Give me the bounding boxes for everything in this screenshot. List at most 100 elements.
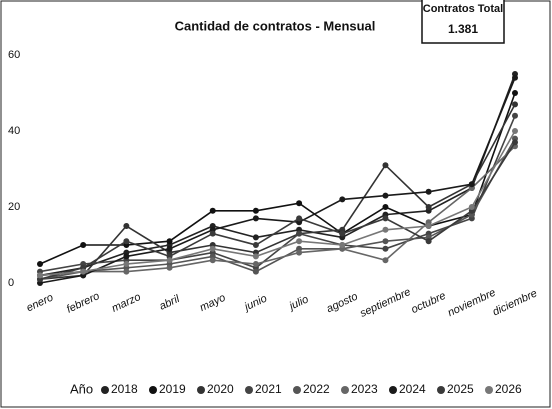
legend-marker (485, 386, 493, 394)
legend-label: 2026 (495, 382, 522, 396)
x-tick-label: septiembre (358, 286, 412, 320)
series-line (39, 92, 516, 265)
y-tick-label: 60 (8, 49, 20, 61)
x-tick-label: agosto (325, 290, 360, 315)
x-tick-label: febrero (65, 290, 102, 316)
legend-marker (389, 386, 397, 394)
y-tick-label: 40 (8, 125, 20, 137)
point (252, 268, 259, 275)
series-line (39, 145, 516, 277)
point (382, 192, 389, 199)
legend-label: 2025 (447, 382, 474, 396)
series-line (39, 130, 516, 277)
point (382, 245, 389, 252)
point (296, 249, 303, 256)
x-tick-label: julio (286, 293, 311, 313)
point (123, 253, 130, 260)
x-tick-label: abril (158, 293, 182, 313)
point (382, 215, 389, 222)
point (166, 264, 173, 271)
x-tick-label: junio (241, 293, 269, 315)
point (80, 268, 87, 275)
point (209, 207, 216, 214)
series-line (39, 138, 516, 280)
legend-marker (101, 386, 109, 394)
point (382, 162, 389, 169)
point (512, 139, 518, 146)
point (296, 230, 303, 237)
legend-marker (341, 386, 349, 394)
point (425, 223, 432, 229)
point (37, 272, 43, 279)
point (252, 261, 259, 267)
point (37, 261, 43, 267)
point (512, 112, 518, 119)
point (512, 128, 518, 134)
point (123, 223, 130, 229)
legend-marker (197, 386, 205, 394)
legend-label: 2021 (255, 382, 282, 396)
x-tick-label: mayo (198, 292, 227, 314)
x-tick-label: diciembre (491, 287, 539, 318)
point (166, 245, 173, 252)
point (512, 101, 518, 108)
total-box (421, 0, 505, 44)
point (512, 74, 518, 81)
point (425, 204, 432, 210)
legend-marker (293, 386, 301, 394)
legend-label: 2024 (399, 382, 426, 396)
point (468, 181, 475, 188)
point (382, 204, 389, 210)
legend-label: 2022 (303, 382, 330, 396)
point (252, 207, 259, 214)
point (123, 261, 130, 267)
legend-label: 2018 (111, 382, 138, 396)
legend-marker (245, 386, 253, 394)
point (296, 238, 303, 245)
point (382, 257, 389, 264)
point (339, 196, 346, 203)
point (209, 230, 216, 237)
point (166, 257, 173, 264)
point (512, 90, 518, 96)
legend-label: 2020 (207, 382, 234, 396)
series-line (39, 77, 516, 284)
point (123, 268, 130, 275)
series-line (39, 115, 516, 273)
point (296, 215, 303, 222)
series-line (39, 141, 516, 280)
x-tick-label: octubre (409, 290, 447, 316)
legend-label: 2019 (159, 382, 186, 396)
point (166, 238, 173, 245)
legend-label: 2023 (351, 382, 378, 396)
point (468, 204, 475, 210)
point (80, 242, 87, 248)
series-line (39, 104, 516, 280)
series-line (39, 73, 516, 277)
legend-marker (149, 386, 157, 394)
y-tick-label: 0 (8, 277, 14, 289)
point (252, 242, 259, 248)
total-value: 1.381 (448, 22, 478, 36)
point (425, 238, 432, 245)
point (382, 238, 389, 245)
point (123, 238, 130, 245)
legend-marker (437, 386, 445, 394)
x-tick-label: noviembre (446, 287, 498, 320)
point (339, 230, 346, 237)
point (252, 253, 259, 260)
point (339, 242, 346, 248)
x-tick-label: enero (25, 292, 56, 315)
x-tick-label: marzo (110, 291, 143, 315)
total-label: Contratos Total (423, 3, 503, 15)
legend-title: Año (70, 381, 93, 396)
point (252, 234, 259, 241)
y-tick-label: 20 (8, 201, 20, 213)
point (382, 226, 389, 233)
point (209, 245, 216, 252)
point (209, 257, 216, 264)
point (425, 188, 432, 195)
point (252, 215, 259, 222)
